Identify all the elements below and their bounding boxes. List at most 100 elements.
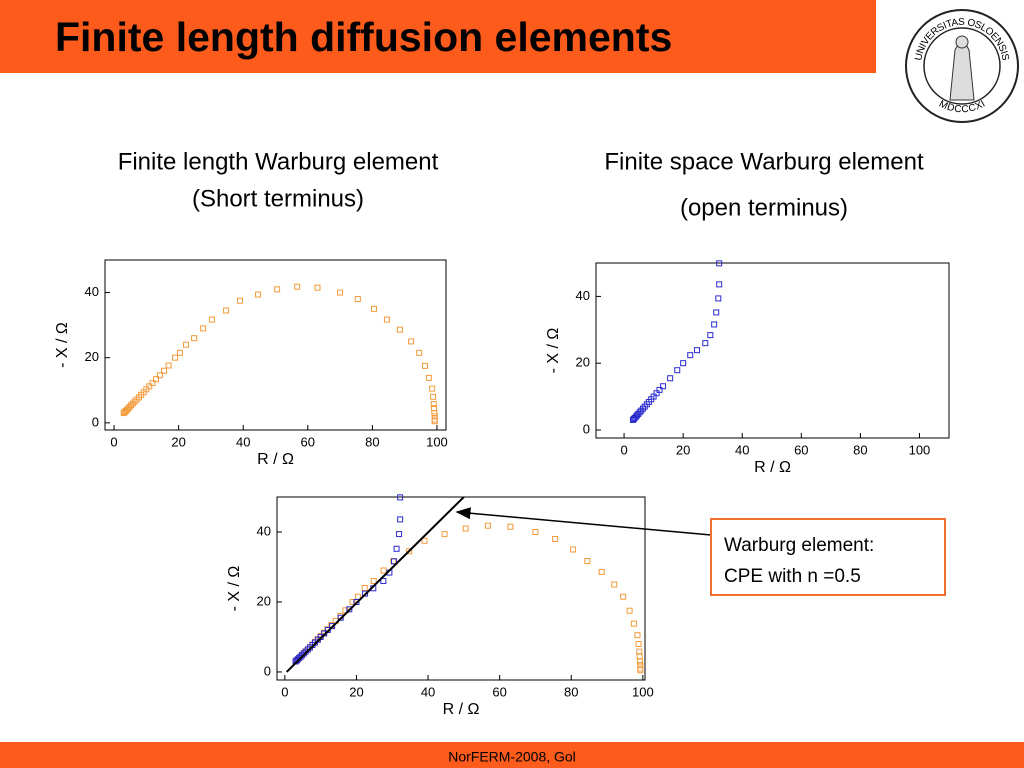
- marker: [200, 325, 207, 332]
- chart-title: (open terminus): [680, 194, 848, 221]
- annotation-box: [710, 518, 946, 596]
- annotation-line: CPE with n =0.5: [724, 566, 861, 587]
- marker: [337, 289, 344, 296]
- slide-title: Finite length diffusion elements: [55, 14, 672, 60]
- marker: [656, 386, 663, 393]
- x-tick-label: 80: [853, 442, 867, 457]
- x-tick-label: 60: [794, 442, 808, 457]
- y-tick-label: 40: [257, 523, 271, 538]
- marker: [274, 286, 281, 293]
- marker: [421, 537, 428, 544]
- marker: [156, 372, 163, 379]
- x-tick-label: 40: [236, 434, 250, 449]
- marker: [552, 535, 559, 542]
- marker: [129, 400, 136, 407]
- chart: Finite space Warburg element (open termin…: [545, 148, 950, 476]
- plot-frame: [276, 496, 646, 681]
- marker: [462, 525, 469, 532]
- footer-bar: [0, 742, 1024, 768]
- y-tick-label: 40: [576, 288, 590, 303]
- x-tick-label: 100: [632, 684, 654, 699]
- marker: [620, 593, 627, 600]
- marker: [236, 297, 243, 304]
- marker: [716, 281, 723, 288]
- marker: [507, 523, 514, 530]
- y-tick-label: 20: [85, 349, 99, 364]
- marker: [680, 360, 687, 367]
- marker: [397, 494, 404, 501]
- marker: [716, 260, 723, 267]
- y-axis-label: - X / Ω: [54, 322, 71, 368]
- marker: [715, 295, 722, 302]
- marker: [429, 385, 436, 392]
- chart-title: Finite space Warburg element: [604, 148, 924, 175]
- marker: [660, 383, 667, 390]
- marker: [354, 296, 361, 303]
- marker: [397, 516, 404, 523]
- x-tick-label: 20: [171, 434, 185, 449]
- marker: [430, 393, 437, 400]
- logo-text-bottom-path: MDCCCXI: [937, 98, 987, 115]
- marker: [337, 614, 344, 621]
- marker: [396, 326, 403, 333]
- marker: [406, 548, 413, 555]
- marker: [584, 558, 591, 565]
- x-tick-label: 100: [909, 442, 931, 457]
- marker: [314, 284, 321, 291]
- marker: [349, 598, 356, 605]
- marker: [161, 367, 168, 374]
- x-tick-label: 40: [735, 442, 749, 457]
- marker: [431, 410, 438, 417]
- marker: [636, 409, 643, 416]
- marker: [408, 338, 415, 345]
- y-tick-label: 0: [583, 421, 590, 436]
- y-tick-label: 20: [576, 355, 590, 370]
- marker: [380, 577, 387, 584]
- marker: [694, 347, 701, 354]
- marker: [707, 332, 714, 339]
- plot-frame: [595, 262, 950, 439]
- x-tick-label: 0: [620, 442, 627, 457]
- marker: [396, 531, 403, 538]
- plot-frame: [104, 259, 447, 431]
- marker: [362, 590, 369, 597]
- marker: [329, 623, 336, 630]
- chart: Finite length Warburg element (Short term…: [54, 148, 448, 468]
- marker: [611, 581, 618, 588]
- marker: [667, 375, 674, 382]
- x-axis-label: R / Ω: [257, 451, 294, 468]
- marker: [120, 410, 127, 417]
- marker: [126, 403, 133, 410]
- x-tick-label: 20: [349, 684, 363, 699]
- marker: [223, 307, 230, 314]
- x-tick-label: 20: [676, 442, 690, 457]
- chart-title: (Short terminus): [192, 185, 364, 212]
- marker: [183, 341, 190, 348]
- marker: [630, 620, 637, 627]
- marker: [634, 632, 641, 639]
- marker: [370, 305, 377, 312]
- marker: [346, 606, 353, 613]
- x-tick-label: 60: [492, 684, 506, 699]
- marker: [380, 567, 387, 574]
- marker: [431, 418, 438, 425]
- x-axis-label: R / Ω: [754, 459, 791, 476]
- marker: [713, 309, 720, 316]
- marker: [255, 291, 262, 298]
- marker: [441, 531, 448, 538]
- marker: [149, 380, 156, 387]
- marker: [165, 362, 172, 369]
- marker: [172, 354, 179, 361]
- x-tick-label: 100: [426, 434, 448, 449]
- marker: [391, 558, 398, 565]
- marker: [598, 568, 605, 575]
- y-tick-label: 0: [92, 414, 99, 429]
- marker: [191, 335, 198, 342]
- logo-text-bottom: MDCCCXI: [937, 98, 987, 115]
- marker: [361, 584, 368, 591]
- marker: [176, 349, 183, 356]
- marker: [294, 283, 301, 290]
- marker: [430, 400, 437, 407]
